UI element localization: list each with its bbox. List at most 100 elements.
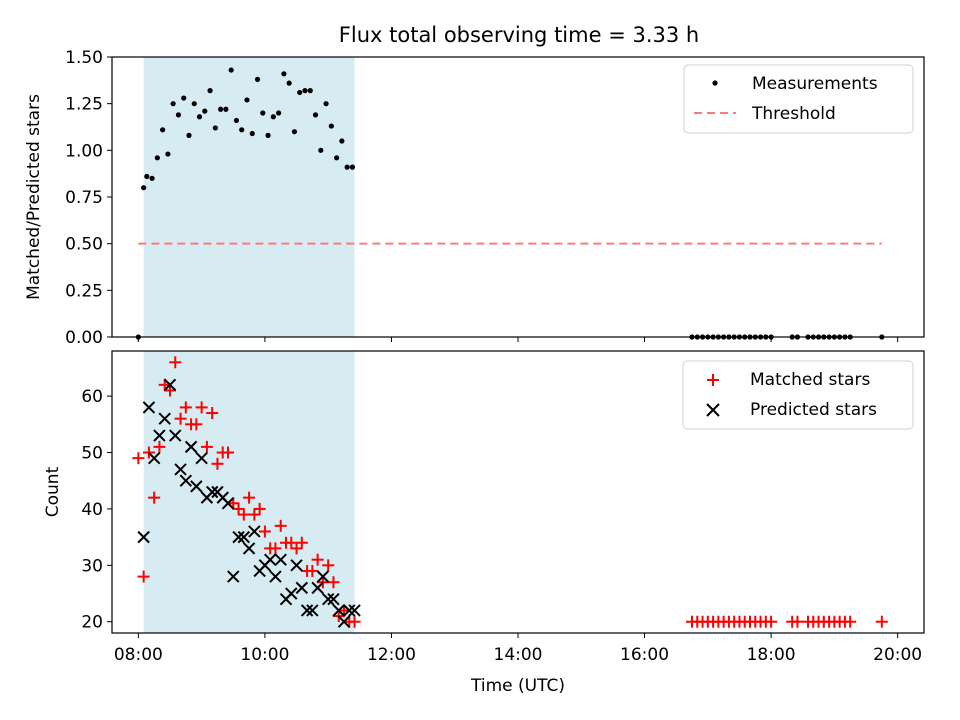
legend-measurements-marker <box>712 80 718 86</box>
matched-star-point <box>875 615 888 628</box>
top-y-tick-label: 1.25 <box>65 95 103 115</box>
matched-star-point <box>269 542 282 555</box>
predicted-star-point <box>306 604 319 617</box>
matched-star-point <box>153 440 166 453</box>
bottom-y-axis-ticks: 20 30 40 50 60 <box>81 387 112 633</box>
bottom-x-axis-ticks: 08:00 10:00 12:00 14:00 16:00 18:00 20:00 <box>114 633 922 665</box>
predicted-star-point <box>316 570 330 583</box>
top-y-axis-label: Matched/Predicted stars <box>24 94 44 300</box>
measurement-point <box>254 76 261 82</box>
measurement-point <box>228 67 234 73</box>
measurement-point <box>312 112 319 118</box>
measurement-point <box>144 173 150 180</box>
predicted-star-point <box>321 592 335 606</box>
predicted-star-point <box>227 570 240 583</box>
matched-star-point <box>248 508 261 521</box>
measurement-point <box>260 110 266 116</box>
predicted-star-point <box>295 581 309 595</box>
predicted-star-point <box>248 525 261 538</box>
legend-predicted-label: Predicted stars <box>750 400 877 420</box>
measurement-point <box>223 106 229 112</box>
predicted-star-point <box>311 581 324 595</box>
matched-star-point <box>137 570 150 583</box>
measurement-point <box>339 138 345 144</box>
bottom-y-tick-label: 60 <box>81 387 103 407</box>
matched-star-point <box>148 491 161 504</box>
matched-star-point <box>190 418 203 431</box>
matched-star-point <box>765 615 778 628</box>
measurement-point <box>191 101 197 107</box>
bottom-panel: 20 30 40 50 60 08:00 10:00 12:00 14:00 16:00 18:0… <box>43 350 925 696</box>
x-tick-label: 08:00 <box>114 645 163 665</box>
top-legend: Measurements Threshold <box>683 64 914 134</box>
measurement-point <box>344 164 350 170</box>
x-tick-label: 14:00 <box>494 645 543 665</box>
matched-star-point <box>844 615 857 628</box>
measurement-points <box>135 67 885 340</box>
matched-star-point <box>237 508 250 521</box>
matched-star-point <box>200 440 213 453</box>
x-axis-label: Time (UTC) <box>470 676 565 696</box>
measurement-point <box>349 164 356 170</box>
matched-star-point <box>174 412 187 425</box>
predicted-star-point <box>237 530 251 544</box>
predicted-star-point <box>348 604 361 617</box>
top-chart-title: Flux total observing time = 3.33 h <box>339 23 699 47</box>
predicted-star-point <box>300 604 314 617</box>
matched-star-point <box>295 536 308 549</box>
x-tick-label: 12:00 <box>367 645 416 665</box>
predicted-star-point <box>179 474 193 487</box>
measurement-point <box>170 101 176 107</box>
measurement-point <box>218 106 224 112</box>
measurement-point <box>141 185 147 191</box>
matched-star-point <box>179 401 192 414</box>
matched-star-point <box>791 615 804 628</box>
matched-star-point <box>243 491 256 504</box>
predicted-star-point <box>195 451 208 465</box>
matched-star-point <box>348 615 361 628</box>
matched-star-point <box>311 553 324 566</box>
measurement-point <box>196 114 203 120</box>
top-y-tick-label: 1.00 <box>65 141 103 161</box>
predicted-star-point <box>158 412 171 425</box>
measurement-point <box>165 151 171 157</box>
measurement-point <box>249 130 255 137</box>
x-tick-label: 20:00 <box>873 645 922 665</box>
matched-star-point <box>290 542 303 555</box>
predicted-star-point <box>142 401 156 414</box>
matched-star-point <box>327 576 340 589</box>
matched-star-point <box>195 401 208 414</box>
predicted-star-point <box>137 530 150 544</box>
legend-matched-marker <box>707 374 719 386</box>
matched-star-point <box>253 502 266 515</box>
measurement-point <box>297 89 303 96</box>
measurement-point <box>181 95 187 101</box>
bottom-y-axis-label: Count <box>43 466 63 517</box>
matched-star-point <box>164 384 176 397</box>
measurement-point <box>149 175 155 181</box>
predicted-star-point <box>169 429 182 442</box>
measurement-point <box>207 88 213 94</box>
measurement-point <box>323 101 329 107</box>
predicted-star-point <box>205 485 219 499</box>
predicted-star-point <box>274 553 287 566</box>
predicted-star-point <box>147 451 161 465</box>
measurement-point <box>202 108 208 114</box>
measurement-point <box>291 129 298 135</box>
measurement-point <box>186 132 192 138</box>
matched-star-point <box>206 407 219 420</box>
matched-star-point <box>274 519 287 532</box>
top-y-tick-label: 0.50 <box>65 235 103 255</box>
predicted-star-point <box>263 553 277 566</box>
predicted-star-point <box>343 604 356 617</box>
x-tick-label: 16:00 <box>620 645 669 665</box>
top-y-tick-label: 0.00 <box>65 328 103 348</box>
predicted-star-point <box>153 429 166 442</box>
predicted-star-point <box>327 592 340 606</box>
measurement-point <box>154 155 160 161</box>
bottom-legend-box <box>682 360 914 430</box>
predicted-star-point <box>174 463 187 476</box>
measurement-point <box>160 127 166 133</box>
predicted-star-point <box>337 615 351 628</box>
